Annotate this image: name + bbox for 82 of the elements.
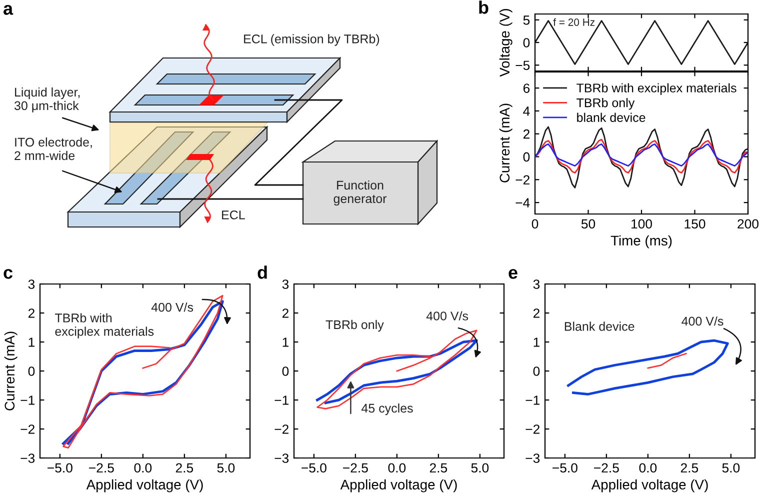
y-tick-label: −2 [274,424,288,434]
legend-label: blank device [577,112,646,122]
y-tick-label: 0 [28,366,35,376]
y-tick-label: 1 [28,338,34,347]
chart-title: e [508,268,518,279]
line-series [647,352,687,369]
y-tick-label: −4 [516,198,530,208]
x-tick-label: 5.0 [471,463,489,473]
text: ECL [222,210,245,220]
x-tick-label: 150 [684,219,706,229]
y-tick-label: 0 [282,366,289,376]
text: Liquid layer, 30 μm-thick [14,87,80,112]
line-series [535,126,748,188]
y-tick-label: 2 [523,129,530,139]
chart-title: d [258,266,267,279]
line-series [535,143,748,167]
x-tick-label: 2.5 [430,463,448,473]
y-tick-label: 1 [534,338,540,347]
chart-title: b [479,0,488,14]
annotation: 400 V/s [426,311,468,320]
line-series [535,138,748,174]
y-tick-label: −1 [274,396,288,405]
y-tick-label: 2 [28,308,34,318]
y-tick-label: 4 [523,106,530,116]
x-tick-label: 5.0 [217,463,235,473]
x-tick-label: 2.5 [176,463,194,473]
y-tick-label: −2 [526,424,540,434]
line-series [566,339,729,396]
legend-label: TBRb only [576,98,635,110]
y-axis-title: Current (mA) [499,104,512,182]
y-axis-title: Voltage (V) [499,9,512,77]
annotation: f = 20 Hz [553,18,595,26]
x-tick-label: −5.0 [302,463,326,473]
y-tick-label: 0 [523,152,530,162]
annotation: TBRb with exciplex materials [54,313,154,338]
text: ITO electrode, 2 mm-wide [14,137,92,160]
x-tick-label: −2.5 [594,463,619,473]
annotation: 400 V/s [682,316,724,326]
y-tick-label: 3 [28,280,35,289]
x-tick-label: 0.0 [388,463,406,473]
y-tick-label: −2 [516,175,530,184]
y-tick-label: −3 [526,454,540,463]
y-tick-label: −3 [20,454,35,463]
annotation: 45 cycles [361,403,413,416]
x-tick-label: −2.5 [343,463,368,473]
x-tick-label: 0.0 [134,463,152,473]
x-tick-label: 5.0 [722,463,740,473]
y-tick-label: 2 [533,308,540,318]
x-axis-title: Time (ms) [610,235,672,248]
x-tick-label: 100 [632,219,652,229]
text: Function generator [334,180,387,206]
y-tick-label: −5 [516,60,530,70]
x-tick-label: 200 [738,219,758,229]
x-tick-label: 2.5 [680,463,698,473]
text: ECL (emission by TBRb) [244,34,380,46]
x-axis-title: Applied voltage (V) [340,479,457,492]
y-tick-label: −2 [20,424,34,434]
y-tick-label: 3 [533,280,540,289]
y-tick-label: 0 [533,366,540,376]
annotation: 400 V/s [151,302,194,312]
x-tick-label: 50 [581,219,596,229]
y-tick-label: 6 [523,84,530,93]
y-tick-label: 0 [523,38,530,48]
annotation: Blank device [564,322,634,331]
y-tick-label: 1 [282,338,288,347]
y-tick-label: 3 [282,280,289,289]
x-tick-label: −5.0 [48,463,72,473]
text: a [4,4,14,15]
x-tick-label: 0.0 [639,463,657,473]
y-tick-label: −3 [274,454,289,463]
y-tick-label: −1 [526,396,540,405]
chart-title: c [4,268,13,279]
y-tick-label: 2 [282,308,288,318]
x-axis-title: Applied voltage (V) [591,479,708,492]
y-axis-title: Current (mA) [4,332,18,410]
annotation: TBRb only [326,320,384,332]
y-tick-label: −1 [20,396,34,405]
x-tick-label: −2.5 [89,463,114,473]
legend-label: TBRb with exciplex materials [576,83,736,95]
y-tick-label: 5 [523,16,530,25]
x-axis-title: Applied voltage (V) [86,479,203,492]
x-tick-label: −5.0 [552,463,578,473]
